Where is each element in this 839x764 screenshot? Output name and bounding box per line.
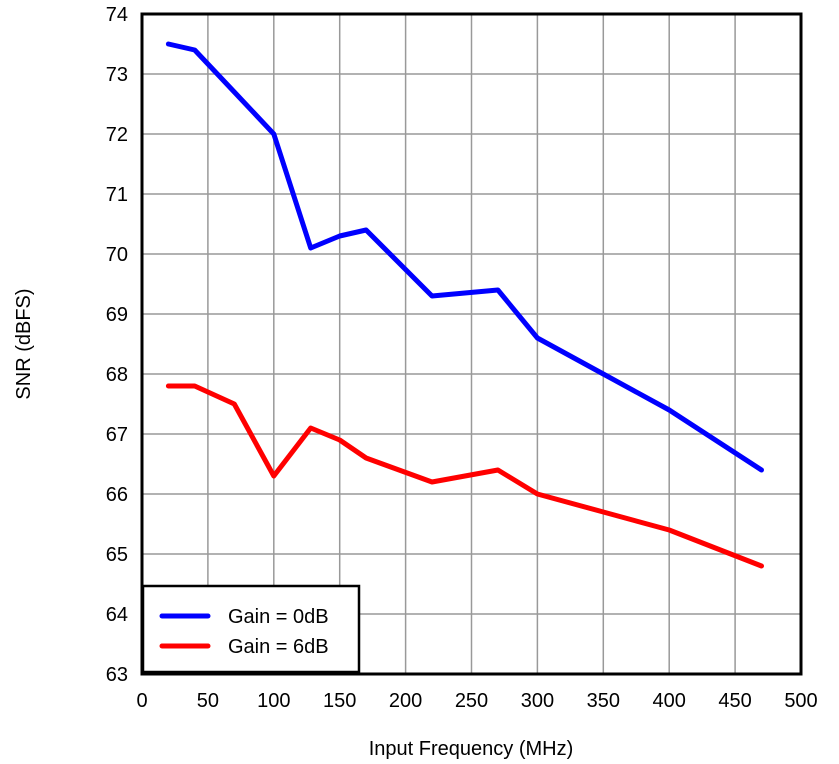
x-tick-label: 400 — [653, 690, 686, 712]
x-tick-label: 450 — [718, 690, 751, 712]
x-tick-label: 0 — [136, 690, 147, 712]
series-line-1 — [165, 383, 764, 569]
y-tick-label: 67 — [106, 424, 128, 446]
legend-label-gain-0db: Gain = 0dB — [228, 606, 329, 628]
legend: Gain = 0dB Gain = 6dB — [141, 584, 361, 674]
x-axis-ticks: 0 50 100 150 200 250 300 350 400 450 500 — [136, 690, 817, 712]
y-tick-label: 68 — [106, 364, 128, 386]
x-tick-label: 150 — [323, 690, 356, 712]
data-series — [165, 41, 764, 569]
y-tick-label: 72 — [106, 124, 128, 146]
series-line-0 — [165, 41, 764, 473]
y-tick-label: 64 — [106, 604, 128, 626]
x-tick-label: 300 — [521, 690, 554, 712]
y-axis-label: SNR (dBFS) — [13, 288, 35, 399]
x-tick-label: 50 — [197, 690, 219, 712]
y-tick-label: 70 — [106, 244, 128, 266]
y-tick-label: 66 — [106, 484, 128, 506]
y-tick-label: 63 — [106, 664, 128, 686]
x-tick-label: 250 — [455, 690, 488, 712]
plot-frame — [140, 12, 803, 676]
y-tick-label: 69 — [106, 304, 128, 326]
y-tick-label: 73 — [106, 64, 128, 86]
x-tick-label: 200 — [389, 690, 422, 712]
x-tick-label: 350 — [587, 690, 620, 712]
y-tick-label: 71 — [106, 184, 128, 206]
x-tick-label: 100 — [257, 690, 290, 712]
y-axis-ticks: 63 64 65 66 67 68 69 70 71 72 73 74 — [106, 4, 128, 686]
legend-label-gain-6db: Gain = 6dB — [228, 636, 329, 658]
x-tick-label: 500 — [784, 690, 817, 712]
y-tick-label: 65 — [106, 544, 128, 566]
y-tick-label: 74 — [106, 4, 128, 26]
legend-box — [141, 584, 361, 674]
grid-lines — [141, 13, 802, 675]
x-axis-label: Input Frequency (MHz) — [369, 738, 574, 760]
